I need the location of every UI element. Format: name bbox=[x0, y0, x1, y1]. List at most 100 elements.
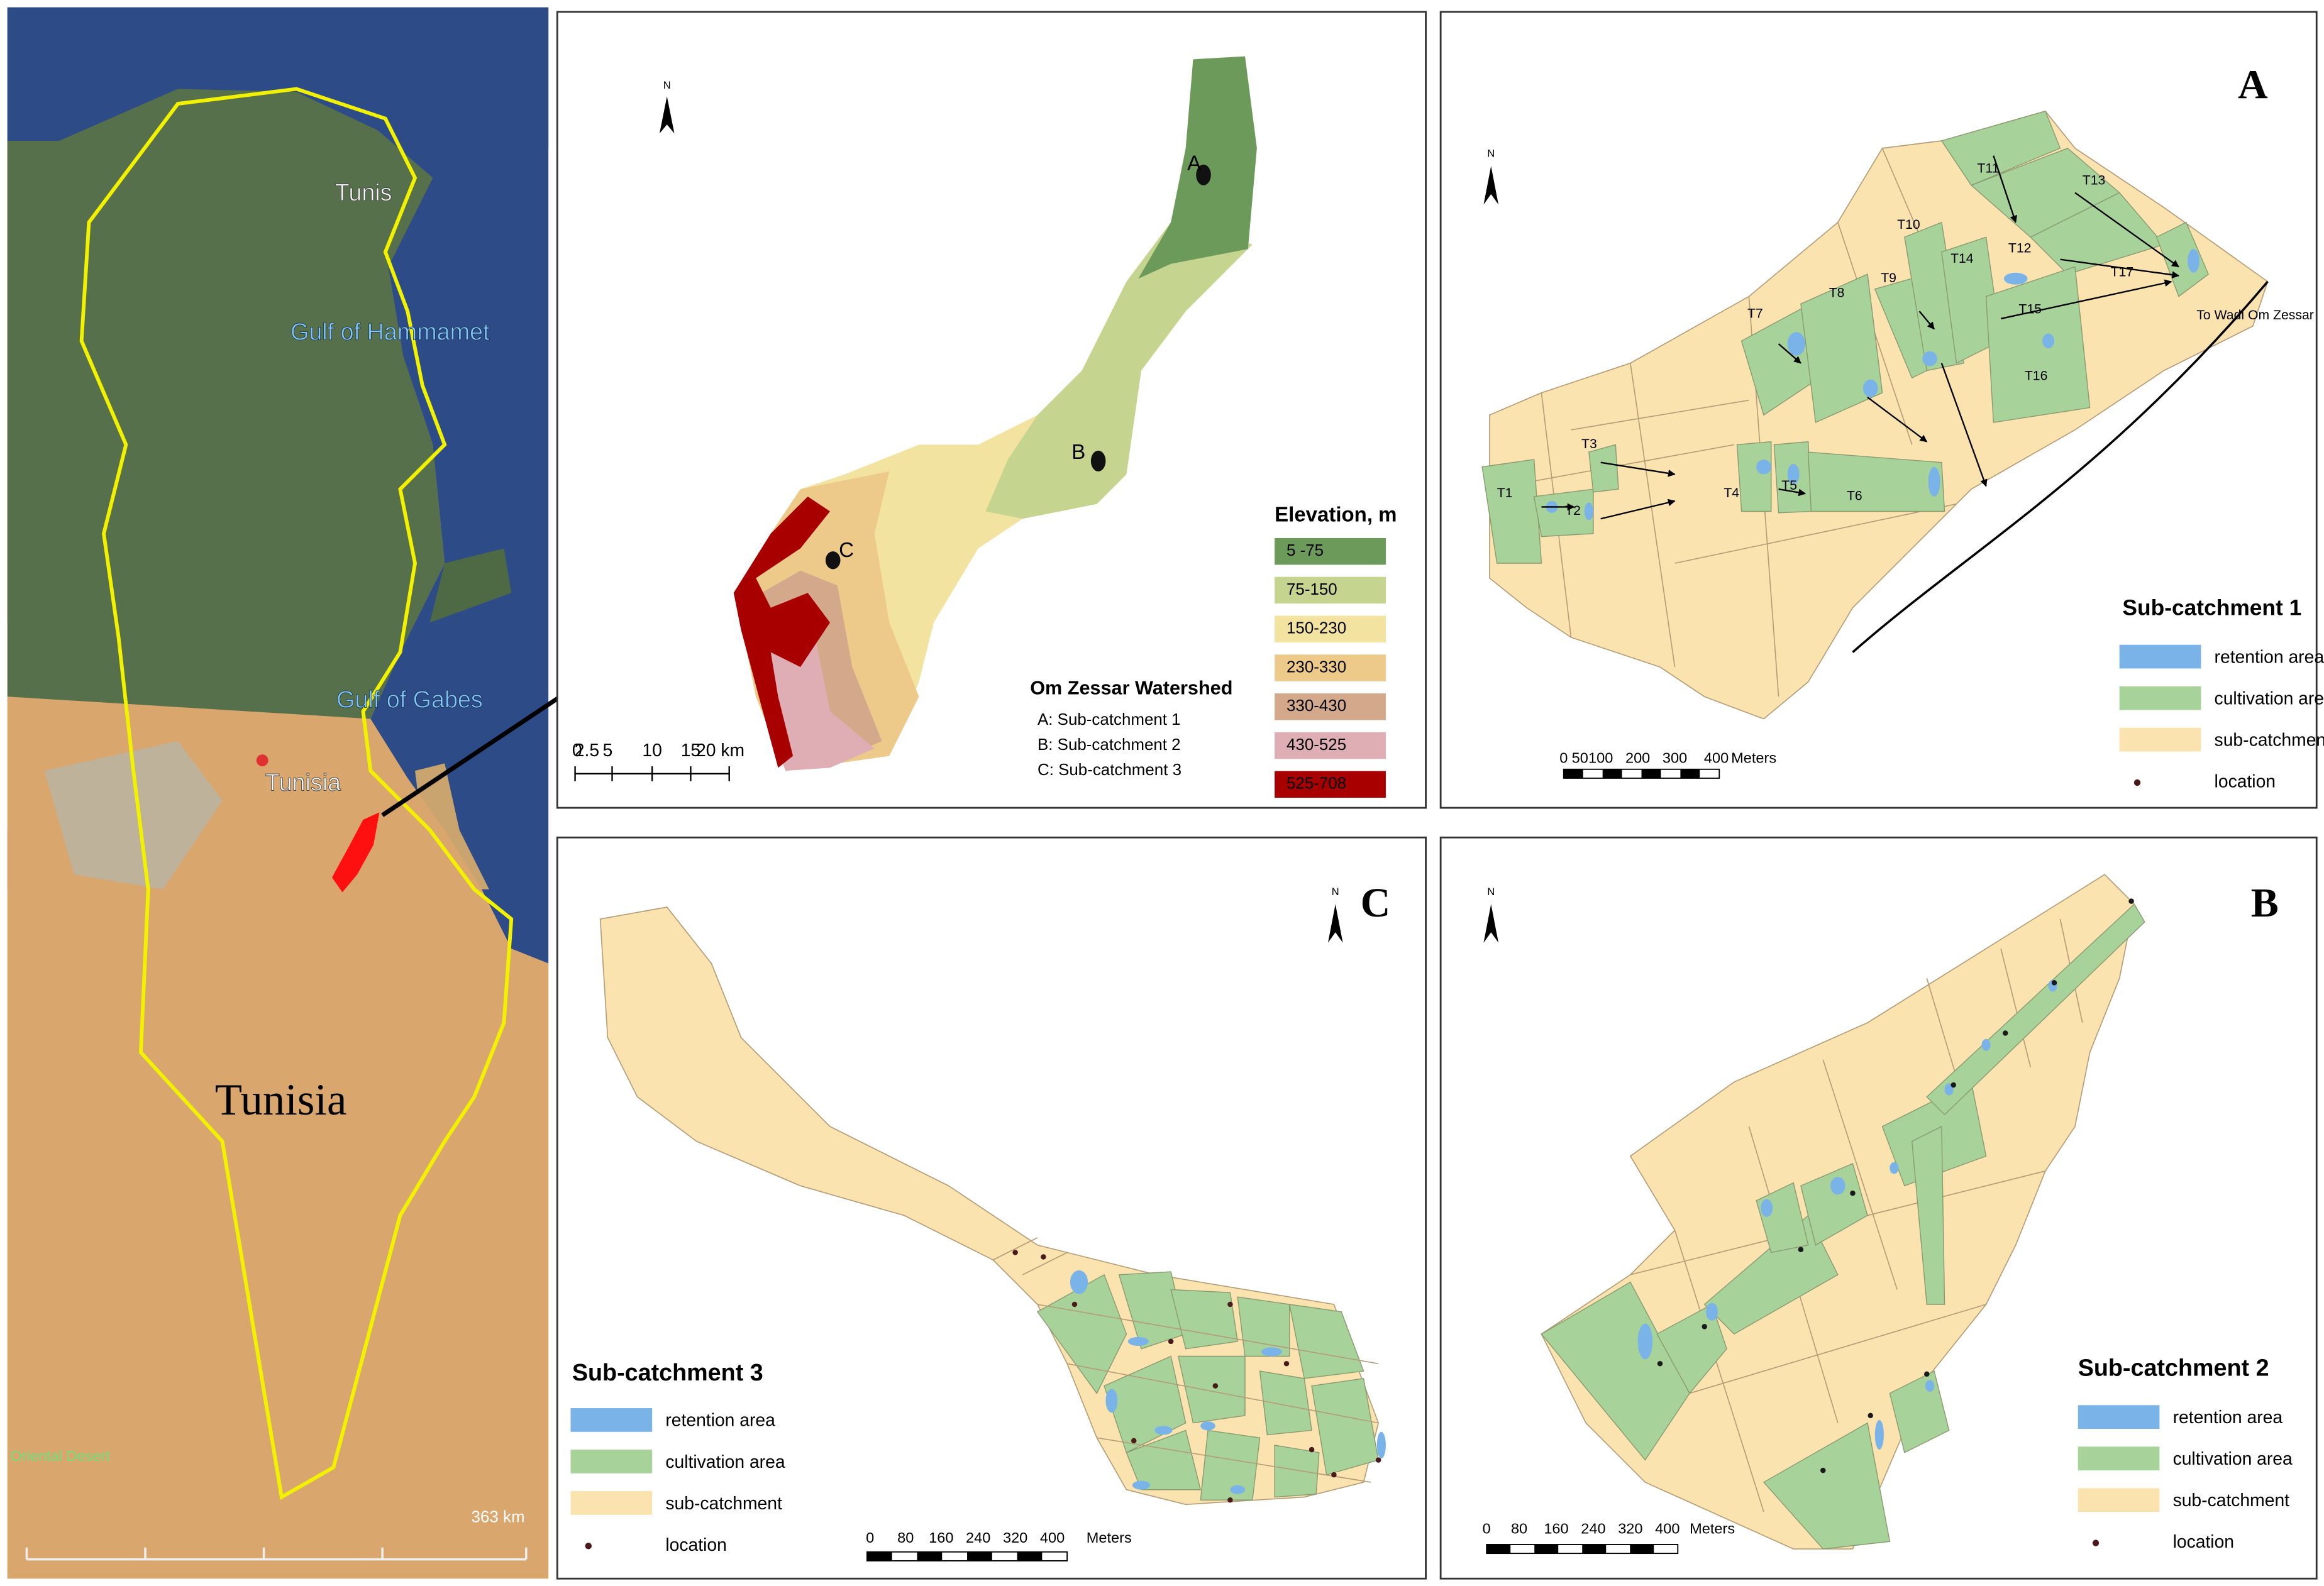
legend-label: retention area bbox=[2215, 646, 2324, 666]
panel-letter: A bbox=[2238, 62, 2268, 108]
legend-label: 330-430 bbox=[1286, 697, 1346, 715]
legend-swatch bbox=[2119, 727, 2201, 752]
north-label: N bbox=[1487, 148, 1495, 160]
scale-label: Meters bbox=[1087, 1529, 1132, 1546]
legend-dot bbox=[2133, 779, 2141, 786]
terrace-label: T13 bbox=[2083, 173, 2106, 187]
south-tunisia bbox=[7, 697, 549, 1579]
scale-label: 363 km bbox=[472, 1508, 525, 1526]
scale-label: 160 bbox=[1544, 1521, 1568, 1537]
field-boundaries bbox=[992, 1237, 1379, 1483]
scale-label: 400 bbox=[1040, 1529, 1065, 1546]
scale-bar-segment bbox=[1680, 769, 1700, 778]
legend-swatch bbox=[1275, 537, 1386, 565]
legend-label: sub-catchment bbox=[2215, 729, 2324, 749]
elevation-zone bbox=[985, 222, 1253, 519]
terrace-label: T17 bbox=[2111, 265, 2134, 279]
panel-title: Sub-catchment 3 bbox=[572, 1359, 763, 1385]
scale-bar-segment bbox=[1017, 1551, 1043, 1561]
cultivation-areas bbox=[1036, 1271, 1379, 1501]
north-arrow bbox=[659, 96, 675, 134]
north-label: N bbox=[663, 80, 671, 91]
scale-label: 0 bbox=[572, 740, 582, 760]
scale-label: 200 bbox=[1625, 749, 1650, 766]
legend-swatch bbox=[2078, 1446, 2160, 1471]
subcatchment-spot bbox=[1090, 450, 1106, 471]
terrace-label: T3 bbox=[1581, 437, 1597, 451]
gulf-label: Gulf of Hammamet bbox=[290, 319, 490, 345]
panel-title: Sub-catchment 1 bbox=[2122, 595, 2301, 620]
scale-label: 320 bbox=[1618, 1521, 1642, 1537]
legend-swatch bbox=[1275, 615, 1386, 642]
terrace-label: T12 bbox=[2008, 241, 2032, 256]
scale-label: 20 km bbox=[696, 740, 744, 760]
scale-label: 300 bbox=[1663, 749, 1687, 766]
legend-swatch bbox=[570, 1491, 653, 1515]
watershed-map: A B C N Elevation, m Om Zessar Watershed… bbox=[556, 11, 1427, 809]
gulf-label: Gulf of Gabes bbox=[336, 686, 483, 712]
scale-label: Meters bbox=[1690, 1521, 1735, 1537]
legend-label: location bbox=[2173, 1531, 2234, 1551]
panel-title: Sub-catchment 2 bbox=[2078, 1355, 2269, 1381]
legend-swatch bbox=[1275, 576, 1386, 604]
country-label: Tunisia bbox=[215, 1076, 347, 1125]
elevation-zone bbox=[1138, 56, 1257, 279]
panel-frame bbox=[556, 11, 1427, 809]
legend-label: location bbox=[665, 1534, 726, 1555]
location-points bbox=[1657, 898, 2134, 1473]
scale-label: 15 bbox=[681, 740, 700, 760]
subcatchment-spot bbox=[825, 551, 841, 570]
subcatchment-panel: B N Sub-catchment 2 retention area cultiv… bbox=[1439, 836, 2318, 1580]
scale-label: 320 bbox=[1003, 1529, 1027, 1546]
legend-label: 150-230 bbox=[1286, 620, 1346, 637]
salt-lake bbox=[44, 741, 223, 889]
terrace-label: T16 bbox=[2025, 369, 2048, 383]
legend-label: 525-708 bbox=[1286, 775, 1346, 793]
terrace-label: T5 bbox=[1781, 478, 1797, 493]
north-label: N bbox=[1487, 886, 1495, 898]
scale-label: 0 bbox=[866, 1529, 874, 1546]
legend-label: 230-330 bbox=[1286, 658, 1346, 676]
city-label: Tunis bbox=[335, 179, 392, 206]
legend-label: sub-catchment bbox=[2173, 1490, 2290, 1510]
legend-label: retention area bbox=[2173, 1407, 2283, 1427]
legend-label: retention area bbox=[665, 1410, 775, 1430]
scale-bar-segment bbox=[967, 1551, 992, 1561]
legend-label: sub-catchment bbox=[665, 1493, 782, 1513]
location-map: Tunis Gulf of Hammamet Gulf of Gabes Tun… bbox=[7, 7, 549, 1579]
retention-areas bbox=[1546, 249, 2200, 520]
terrace-label: T2 bbox=[1565, 504, 1581, 518]
terrace-label: T10 bbox=[1897, 218, 1920, 232]
legend-swatch bbox=[2078, 1405, 2160, 1429]
key-label: C: Sub-catchment 3 bbox=[1038, 761, 1181, 779]
retention-areas bbox=[1070, 1270, 1386, 1494]
subcatchment-marker: C bbox=[839, 538, 854, 561]
scale-label: 160 bbox=[929, 1529, 953, 1546]
legend-dot bbox=[2092, 1539, 2100, 1546]
legend-swatch bbox=[1275, 654, 1386, 681]
pin bbox=[256, 754, 268, 767]
wadi bbox=[1852, 280, 2269, 653]
terrace-label: T9 bbox=[1881, 271, 1896, 285]
terrace-label: T1 bbox=[1497, 486, 1513, 500]
elevation-zone bbox=[733, 496, 830, 768]
scale-label: 0 bbox=[1483, 1521, 1491, 1537]
scale-label: 240 bbox=[1581, 1521, 1605, 1537]
terrace-label: T4 bbox=[1724, 486, 1739, 500]
legend-title: Elevation, m bbox=[1275, 502, 1397, 526]
scale-bar-segment bbox=[1534, 1544, 1559, 1554]
north-arrow bbox=[1483, 904, 1499, 943]
scale-label: 80 bbox=[1511, 1521, 1527, 1537]
scale-label: 80 bbox=[897, 1529, 914, 1546]
legend-label: cultivation area bbox=[665, 1451, 785, 1472]
subcatchment-panel: A N To Wadi Om Zessar Sub-catchment 1 re… bbox=[1439, 11, 2324, 809]
key-label: B: Sub-catchment 2 bbox=[1038, 736, 1181, 754]
pin-label: Tunisia bbox=[265, 769, 341, 795]
north-arrow bbox=[1483, 166, 1499, 205]
scale-label: 2.5 bbox=[575, 740, 599, 760]
legend-label: 430-525 bbox=[1286, 736, 1346, 754]
sea bbox=[7, 7, 549, 964]
map-title: Om Zessar Watershed bbox=[1030, 678, 1232, 699]
legend-swatch bbox=[570, 1450, 653, 1473]
